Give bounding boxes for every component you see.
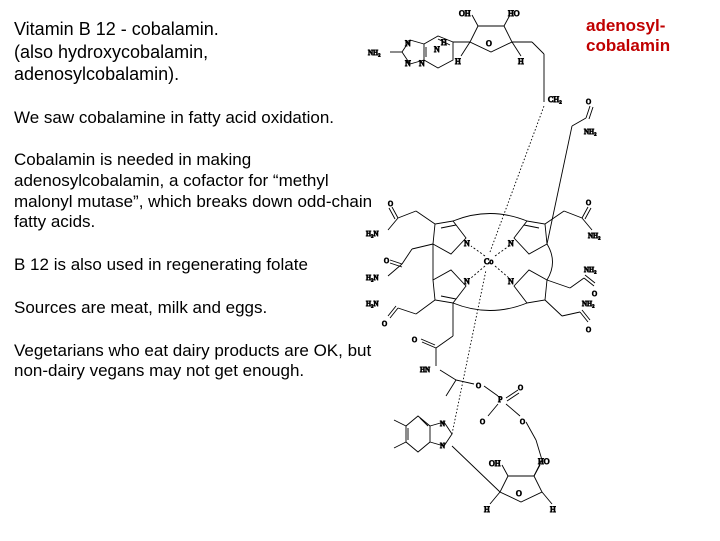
dmb-n1: N: [440, 420, 445, 428]
amide-nh2-6: NH₂: [582, 300, 595, 308]
amide-nh2-5: NH₂: [584, 266, 597, 274]
ribose2-ho: HO: [538, 457, 550, 466]
amide-o-2: O: [384, 257, 389, 265]
ribose-ho-r: HO: [508, 9, 520, 18]
amide-o-4: O: [586, 98, 591, 106]
amide-nh2-4: NH₂: [584, 128, 597, 136]
corrin-n-ul: N: [464, 239, 470, 248]
heading-line-2: (also hydroxycobalamin, adenosylcobalami…: [14, 42, 208, 85]
cobalt-center: Co: [484, 257, 493, 266]
amide-o-7: O: [382, 320, 387, 328]
amide-o-6: O: [586, 326, 591, 334]
adenine-nh2: NH₂: [368, 49, 381, 57]
ribose-h-r: H: [518, 57, 524, 66]
adenine-n1: N: [434, 45, 440, 54]
paragraph-4: Sources are meat, milk and eggs.: [14, 298, 374, 319]
ribose2-oh: OH: [489, 459, 501, 468]
heading-line-1: Vitamin B 12 - cobalamin.: [14, 19, 219, 39]
ribose2-h-l: H: [484, 505, 490, 514]
ribose-o: O: [486, 39, 492, 48]
dmb-n2: N: [440, 442, 445, 450]
phos-o-1: O: [518, 384, 523, 392]
slide-heading: Vitamin B 12 - cobalamin. (also hydroxyc…: [14, 18, 374, 86]
adenine-n4: N: [405, 59, 411, 68]
paragraph-2: Cobalamin is needed in making adenosylco…: [14, 150, 374, 233]
ribose2-o: O: [516, 489, 522, 498]
phosphate-p: P: [498, 395, 503, 404]
amide-h2n-2: H₂N: [366, 274, 379, 282]
phos-o-2: O: [480, 418, 485, 426]
amide-o-3: O: [586, 199, 591, 207]
phos-o-3: O: [520, 418, 525, 426]
ribose-h-l: H: [455, 57, 461, 66]
loop-hn: HN: [420, 366, 430, 374]
text-column: Vitamin B 12 - cobalamin. (also hydroxyc…: [14, 18, 374, 404]
amide-o-1: O: [388, 200, 393, 208]
loop-o2: O: [476, 382, 481, 390]
ribose2-h-r: H: [550, 505, 556, 514]
ribose-oh-l: OH: [459, 9, 471, 18]
paragraph-1: We saw cobalamine in fatty acid oxidatio…: [14, 108, 374, 129]
amide-nh2-3: NH₂: [588, 232, 601, 240]
amide-h2n-1: H₂N: [366, 230, 379, 238]
adenine-n3: N: [405, 39, 411, 48]
corrin-n-ur: N: [508, 239, 514, 248]
adenine-n2: N: [419, 59, 425, 68]
corrin-n-lr: N: [508, 277, 514, 286]
amide-o-5: O: [592, 290, 597, 298]
cobalamin-structure: O H H OH HO H CH₂ N N N N NH₂ Co N N N N: [358, 6, 608, 536]
amide-h2n-7: H₂N: [366, 300, 379, 308]
paragraph-5: Vegetarians who eat dairy products are O…: [14, 341, 374, 382]
loop-o: O: [412, 336, 417, 344]
paragraph-3: B 12 is also used in regenerating folate: [14, 255, 374, 276]
adenosyl-ch2: CH₂: [548, 95, 562, 104]
